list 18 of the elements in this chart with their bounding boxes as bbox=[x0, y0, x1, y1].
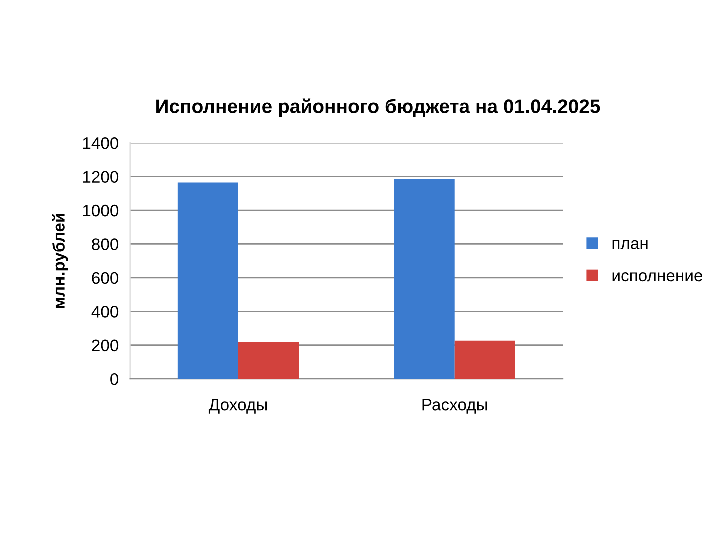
x-tick-label: Расходы bbox=[422, 399, 488, 414]
y-tick-label: 400 bbox=[92, 306, 119, 318]
y-tick-label: 0 bbox=[110, 373, 119, 386]
y-tick-label: 1200 bbox=[83, 171, 119, 184]
y-axis-title: млн.рублей bbox=[52, 214, 68, 308]
y-tick-label: 1400 bbox=[83, 138, 119, 150]
bar bbox=[394, 179, 455, 380]
y-tick-label: 800 bbox=[92, 238, 119, 250]
chart-title: Исполнение районного бюджета на 01.04.2025 bbox=[156, 98, 600, 118]
bar bbox=[238, 342, 300, 380]
x-tick-label: Доходы bbox=[208, 399, 267, 414]
y-tick-label: 600 bbox=[92, 272, 119, 284]
legend-label: исполнение bbox=[612, 272, 702, 282]
legend-label: план bbox=[612, 240, 648, 250]
bar bbox=[178, 182, 238, 380]
y-tick-label: 1000 bbox=[83, 204, 119, 217]
bar bbox=[454, 340, 516, 380]
y-tick-label: 200 bbox=[92, 340, 119, 352]
